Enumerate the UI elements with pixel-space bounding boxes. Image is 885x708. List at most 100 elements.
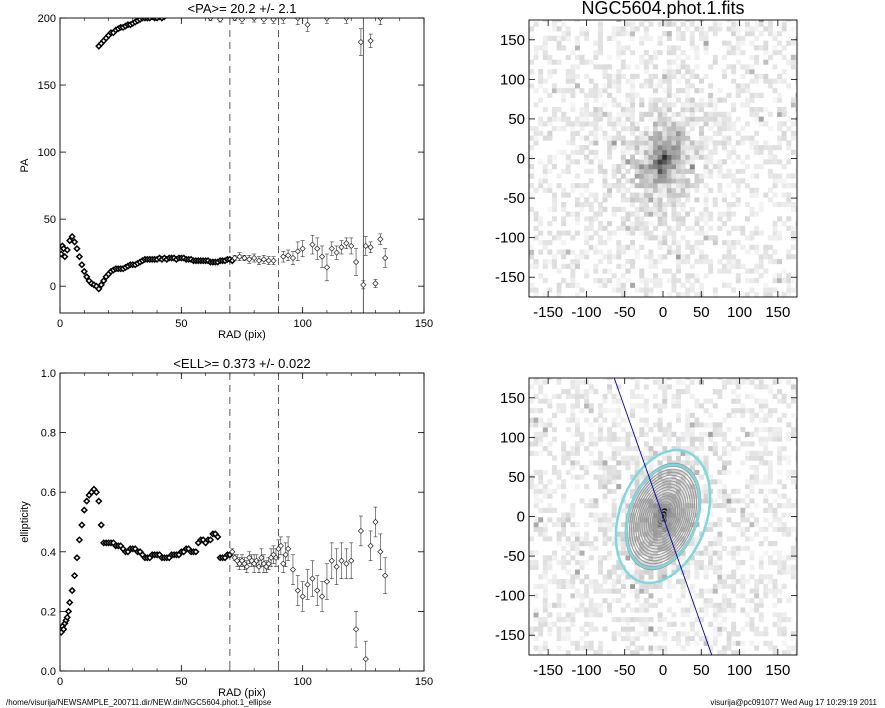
image-pixel [579,254,585,260]
image-pixel [538,216,544,222]
image-pixel [643,541,649,547]
image-pixel [547,422,553,428]
image-pixel [676,507,682,513]
image-pixel [721,583,727,589]
image-pixel [657,135,663,141]
data-point [80,506,88,514]
image-pixel [634,164,640,170]
image-pixel [758,20,764,22]
image-pixel [547,378,553,380]
image-pixel [767,460,773,466]
image-pixel [542,292,548,297]
image-pixel [602,398,608,404]
image-pixel [786,531,792,537]
image-pixels [529,20,797,297]
image-pixel [735,522,741,528]
image-pixel [529,441,534,447]
image-pixel [685,159,691,165]
image-pixel [648,149,654,155]
image-pixel [588,121,594,127]
image-pixel [781,446,787,452]
image-pixel [653,183,659,189]
image-pixel [671,431,677,437]
image-pixel [579,645,585,651]
image-pixel [634,541,640,547]
image-pixel [630,579,636,585]
image-pixel [593,503,599,509]
image-pixel [795,645,797,651]
image-pixel [648,230,654,236]
image-pixel [772,436,778,442]
image-pixel [639,493,645,499]
image-pixel [639,560,645,566]
image-pixel [712,292,718,297]
image-pixel [634,522,640,528]
image-pixel [781,512,787,518]
image-pixel [777,417,783,423]
image-pixel [602,111,608,117]
image-pixel [758,574,764,580]
image-pixel [676,26,682,32]
image-pixel [740,102,746,108]
image-pixel [721,598,727,604]
image-pixel [735,640,741,646]
image-pixel [602,531,608,537]
image-pixel [712,503,718,509]
plot-title: <ELL>= 0.373 +/- 0.022 [173,356,310,371]
image-pixel [643,202,649,208]
image-pixel [588,88,594,94]
image-pixel [611,588,617,594]
image-pixel [538,121,544,127]
image-pixel [685,431,691,437]
image-pixel [529,35,534,41]
image-pixel [740,531,746,537]
image-pixel [620,183,626,189]
image-pixel [795,69,797,75]
image-pixel [749,450,755,456]
image-pixel [630,541,636,547]
image-pixel [735,50,741,56]
image-pixel [547,441,553,447]
image-pixel [758,379,764,385]
image-pixel [556,598,562,604]
image-pixel [597,240,603,246]
image-pixel [630,626,636,632]
image-pixel [579,474,585,480]
image-pixel [639,488,645,494]
image-pixel [574,230,580,236]
image-pixel [588,626,594,632]
image-pixel [767,488,773,494]
image-pixel [616,187,622,193]
image-area [529,378,797,655]
image-pixel [731,192,737,198]
data-point [241,254,248,262]
image-pixel [648,278,654,284]
image-pixel [657,617,663,623]
image-pixel [565,636,571,642]
image-pixel [786,403,792,409]
image-pixel [676,389,682,395]
image-pixel [634,192,640,198]
image-pixel [657,178,663,184]
image-pixel [565,450,571,456]
image-pixel [648,97,654,103]
image-pixel [726,206,732,212]
image-pixel [653,88,659,94]
image-pixel [740,412,746,418]
image-pixel [538,130,544,136]
image-pixel [726,183,732,189]
data-point [314,587,321,594]
image-pixel [717,626,723,632]
image-pixel [634,574,640,580]
image-pixel [680,221,686,227]
image-pixel [570,282,576,288]
image-pixel [758,21,764,27]
image-pixel [689,436,695,442]
image-pixel [579,183,585,189]
image-pixel [588,140,594,146]
image-pixel [533,431,539,437]
data-point [255,563,263,570]
image-pixel [754,474,760,480]
image-pixel [671,560,677,566]
image-pixel [533,517,539,523]
